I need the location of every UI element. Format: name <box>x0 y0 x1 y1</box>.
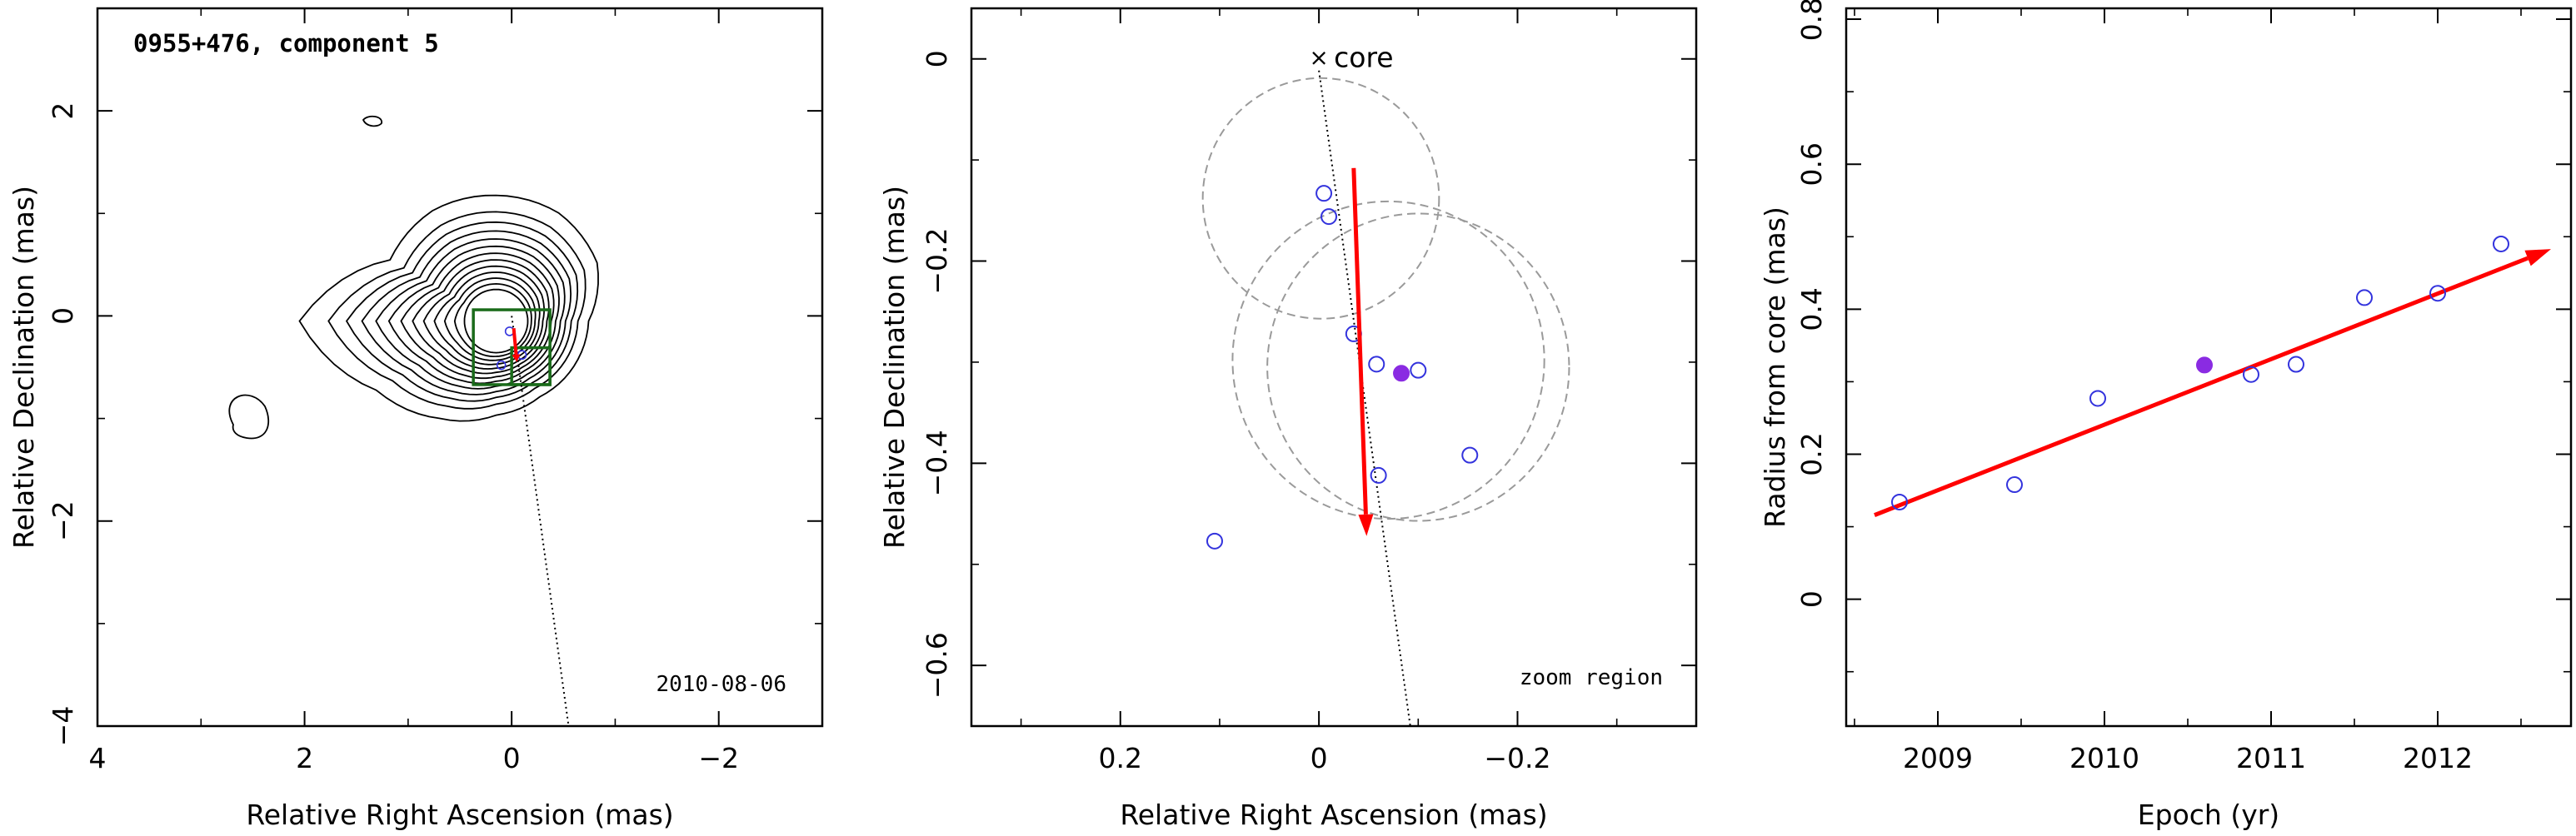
y-tick-label: −0.2 <box>921 227 953 294</box>
contour-layer <box>228 115 599 440</box>
component-point <box>1410 361 1427 379</box>
plot-frame <box>970 7 1698 728</box>
epoch-point <box>2243 366 2259 383</box>
y-tick-label: −0.4 <box>921 430 953 496</box>
core-label: core <box>1334 42 1393 74</box>
contour-line <box>422 265 546 370</box>
x-tick-label: 2011 <box>2236 742 2306 774</box>
plot-frame <box>96 7 824 728</box>
contour-island <box>228 394 269 440</box>
tick-layer: 4 2 0 −2 −4 −2 0 2 <box>47 7 823 774</box>
contour-line <box>345 221 579 402</box>
zoom-box <box>510 346 552 386</box>
epoch-point <box>2089 390 2106 407</box>
epoch-point <box>2429 285 2446 302</box>
component-point <box>1370 466 1387 484</box>
x-tick-label: 2012 <box>2403 742 2473 774</box>
y-tick-label: 2 <box>47 102 79 120</box>
epoch-point <box>2493 235 2509 252</box>
contour-line <box>387 245 560 385</box>
jet-direction-line <box>1318 70 1411 726</box>
y-tick-label: 0.6 <box>1795 142 1828 186</box>
epoch-point <box>2288 356 2304 373</box>
x-tick-label: −2 <box>698 742 739 774</box>
component-point <box>1368 356 1385 373</box>
y-tick-label: 0 <box>47 307 79 325</box>
x-tick-label: −0.2 <box>1484 742 1550 774</box>
mark-layer <box>496 316 570 726</box>
contour-line <box>361 230 572 396</box>
contour-line <box>298 194 599 422</box>
current-epoch-point <box>1393 365 1410 382</box>
x-tick-label: 2010 <box>2069 742 2139 774</box>
x-axis-label: Relative Right Ascension (mas) <box>246 799 673 831</box>
panel-title: 0955+476, component 5 <box>133 29 439 57</box>
plot-frame <box>1845 7 2573 728</box>
box-layer <box>472 308 552 386</box>
contour-line <box>412 259 550 375</box>
component-point <box>1320 208 1338 226</box>
y-tick-label: 0.4 <box>1795 287 1828 331</box>
x-tick-label: 2 <box>296 742 313 774</box>
x-tick-label: 0 <box>1310 742 1328 774</box>
mark-layer <box>1206 70 1479 726</box>
tick-layer: 0.2 0 −0.2 −0.6 −0.4 −0.2 0 <box>921 8 1696 774</box>
contour-line <box>400 252 555 380</box>
error-circle <box>1201 77 1440 320</box>
contour-line <box>327 211 587 410</box>
jet-direction-line <box>511 316 570 726</box>
panel-zoom-region: 0.2 0 −0.2 −0.6 −0.4 −0.2 0 × core zoom region… <box>878 7 1698 831</box>
y-tick-label: −0.6 <box>921 632 953 699</box>
zoom-region-label: zoom region <box>1520 665 1663 690</box>
contour-line <box>375 238 566 390</box>
fit-arrow-shaft <box>1874 256 2529 517</box>
epoch-point <box>2006 476 2023 494</box>
contour-line <box>453 282 532 358</box>
panel-radius-vs-epoch: 2009 2010 2011 2012 0 0.2 0.4 0.6 0.8 Epoch (yr)… <box>1759 0 2573 831</box>
circle-layer <box>1201 77 1570 522</box>
y-axis-label: Radius from core (mas) <box>1759 207 1791 528</box>
motion-arrow-head <box>1358 514 1374 536</box>
y-axis-label: Relative Declination (mas) <box>878 186 911 549</box>
contour-island <box>362 115 382 127</box>
error-circle <box>1266 212 1570 522</box>
epoch-label: 2010-08-06 <box>656 672 786 697</box>
tick-layer: 2009 2010 2011 2012 0 0.2 0.4 0.6 0.8 <box>1795 0 2571 774</box>
x-axis-label: Epoch (yr) <box>2138 799 2279 831</box>
y-tick-label: 0.2 <box>1795 432 1828 475</box>
x-tick-label: 0.2 <box>1099 742 1142 774</box>
y-tick-label: 0 <box>921 50 953 67</box>
y-axis-label: Relative Declination (mas) <box>7 186 40 549</box>
motion-arrow-shaft <box>512 328 518 356</box>
y-tick-label: −2 <box>47 500 79 541</box>
current-epoch-point <box>2196 356 2213 374</box>
mark-layer <box>1874 235 2551 517</box>
x-tick-label: 2009 <box>1903 742 1973 774</box>
y-tick-label: 0 <box>1795 590 1828 608</box>
motion-arrow-head <box>512 354 521 362</box>
motion-arrow-shaft <box>1351 167 1368 515</box>
epoch-point <box>2356 289 2373 306</box>
fit-arrow-head <box>2524 249 2551 266</box>
panel-contour-map: 4 2 0 −2 −4 −2 0 2 0955+476, component 5 2010-0… <box>7 7 824 831</box>
component-point <box>496 360 507 371</box>
core-marker-icon: × <box>1309 44 1328 72</box>
component-point <box>1461 446 1479 464</box>
y-tick-label: 0.8 <box>1795 0 1828 41</box>
x-tick-label: 0 <box>503 742 521 774</box>
component-point <box>1206 532 1223 550</box>
error-circle <box>1231 200 1545 520</box>
x-tick-label: 4 <box>89 742 107 774</box>
y-tick-label: −4 <box>47 706 79 747</box>
component-point <box>1315 185 1333 202</box>
x-axis-label: Relative Right Ascension (mas) <box>1120 799 1547 831</box>
epoch-point <box>1891 493 1908 510</box>
